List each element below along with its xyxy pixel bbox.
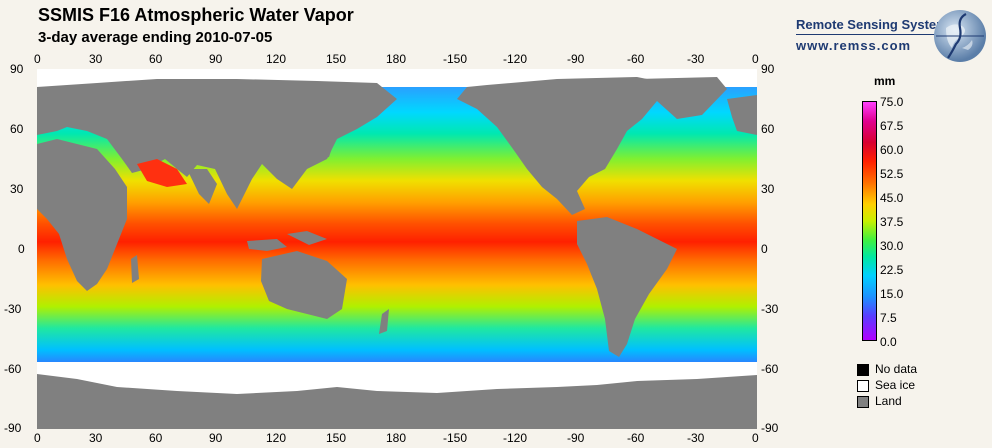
- lon-tick-top: -60: [627, 52, 645, 66]
- lat-tick-left: -90: [4, 421, 22, 435]
- lon-tick-top: -30: [687, 52, 705, 66]
- brand-url: www.remss.com: [796, 38, 912, 53]
- eurasia-land: [37, 79, 397, 209]
- lat-tick-right: 90: [761, 62, 775, 76]
- uk-land: [737, 105, 747, 123]
- lon-tick-top: 120: [266, 52, 287, 66]
- lat-tick-left: 90: [10, 62, 24, 76]
- globe-logo-icon: [934, 10, 986, 62]
- lon-tick-bottom: -150: [443, 431, 468, 445]
- colorbar-label: 15.0: [880, 287, 904, 301]
- colorbar-label: 22.5: [880, 263, 904, 277]
- colorbar-label: 37.5: [880, 215, 904, 229]
- lon-tick-top: -120: [503, 52, 528, 66]
- colorbar-label: 75.0: [880, 95, 904, 109]
- india-land: [187, 169, 217, 204]
- new-guinea-land: [287, 231, 327, 245]
- water-vapor-map: [37, 69, 757, 429]
- legend-label-land: Land: [875, 394, 902, 408]
- madagascar-land: [131, 255, 139, 283]
- colorbar-label: 30.0: [880, 239, 904, 253]
- lon-tick-top: 180: [386, 52, 407, 66]
- lat-tick-right: -30: [761, 302, 779, 316]
- lon-tick-top: 0: [752, 52, 759, 66]
- lon-tick-top: -90: [567, 52, 585, 66]
- lon-tick-bottom: -30: [687, 431, 705, 445]
- arabian-sea: [137, 159, 187, 187]
- lon-tick-bottom: 0: [752, 431, 759, 445]
- brand-divider: [796, 34, 946, 35]
- greenland-land: [637, 77, 727, 119]
- lat-tick-right: -60: [761, 362, 779, 376]
- legend-swatch-land: [857, 396, 869, 408]
- lat-tick-left: 30: [10, 182, 24, 196]
- map-subtitle: 3-day average ending 2010-07-05: [38, 29, 273, 46]
- map-title: SSMIS F16 Atmospheric Water Vapor: [38, 5, 354, 25]
- lon-tick-bottom: 180: [386, 431, 407, 445]
- legend-label-sea-ice: Sea ice: [875, 378, 916, 392]
- north-america-land: [457, 77, 677, 215]
- lat-tick-left: -30: [4, 302, 22, 316]
- australia-land: [261, 251, 347, 319]
- lat-tick-left: -60: [4, 362, 22, 376]
- lat-tick-right: -90: [761, 421, 779, 435]
- colorbar-label: 7.5: [880, 311, 897, 325]
- lon-tick-top: 60: [149, 52, 163, 66]
- lon-tick-top: 0: [34, 52, 41, 66]
- colorbar-label: 52.5: [880, 167, 904, 181]
- lon-tick-bottom: 90: [209, 431, 223, 445]
- legend-swatch-no-data: [857, 364, 869, 376]
- colorbar-label: 67.5: [880, 119, 904, 133]
- lon-tick-bottom: 0: [34, 431, 41, 445]
- lat-tick-right: 0: [761, 242, 768, 256]
- lon-tick-top: 150: [326, 52, 347, 66]
- lon-tick-top: -150: [443, 52, 468, 66]
- antarctica-land: [37, 374, 757, 429]
- lon-tick-bottom: 60: [149, 431, 163, 445]
- africa-land: [37, 139, 127, 291]
- lat-tick-left: 60: [10, 122, 24, 136]
- lon-tick-bottom: -90: [567, 431, 585, 445]
- lon-tick-bottom: 150: [326, 431, 347, 445]
- lat-tick-right: 30: [761, 182, 775, 196]
- lat-tick-left: 0: [18, 242, 25, 256]
- lon-tick-top: 30: [89, 52, 103, 66]
- lon-tick-bottom: 120: [266, 431, 287, 445]
- colorbar-label: 45.0: [880, 191, 904, 205]
- indonesia-land: [247, 239, 287, 251]
- lon-tick-top: 90: [209, 52, 223, 66]
- lon-tick-bottom: 30: [89, 431, 103, 445]
- colorbar-label: 0.0: [880, 335, 897, 349]
- lon-tick-bottom: -120: [503, 431, 528, 445]
- new-zealand-land: [379, 309, 389, 334]
- south-america-land: [577, 217, 677, 357]
- map-canvas: [37, 69, 757, 429]
- colorbar-unit: mm: [874, 74, 896, 88]
- legend-swatch-sea-ice: [857, 380, 869, 392]
- lat-tick-right: 60: [761, 122, 775, 136]
- colorbar-label: 60.0: [880, 143, 904, 157]
- lon-tick-bottom: -60: [627, 431, 645, 445]
- japan-land: [320, 131, 335, 159]
- brand-name: Remote Sensing Systems: [796, 17, 955, 32]
- legend-label-no-data: No data: [875, 362, 918, 376]
- colorbar: [862, 101, 877, 341]
